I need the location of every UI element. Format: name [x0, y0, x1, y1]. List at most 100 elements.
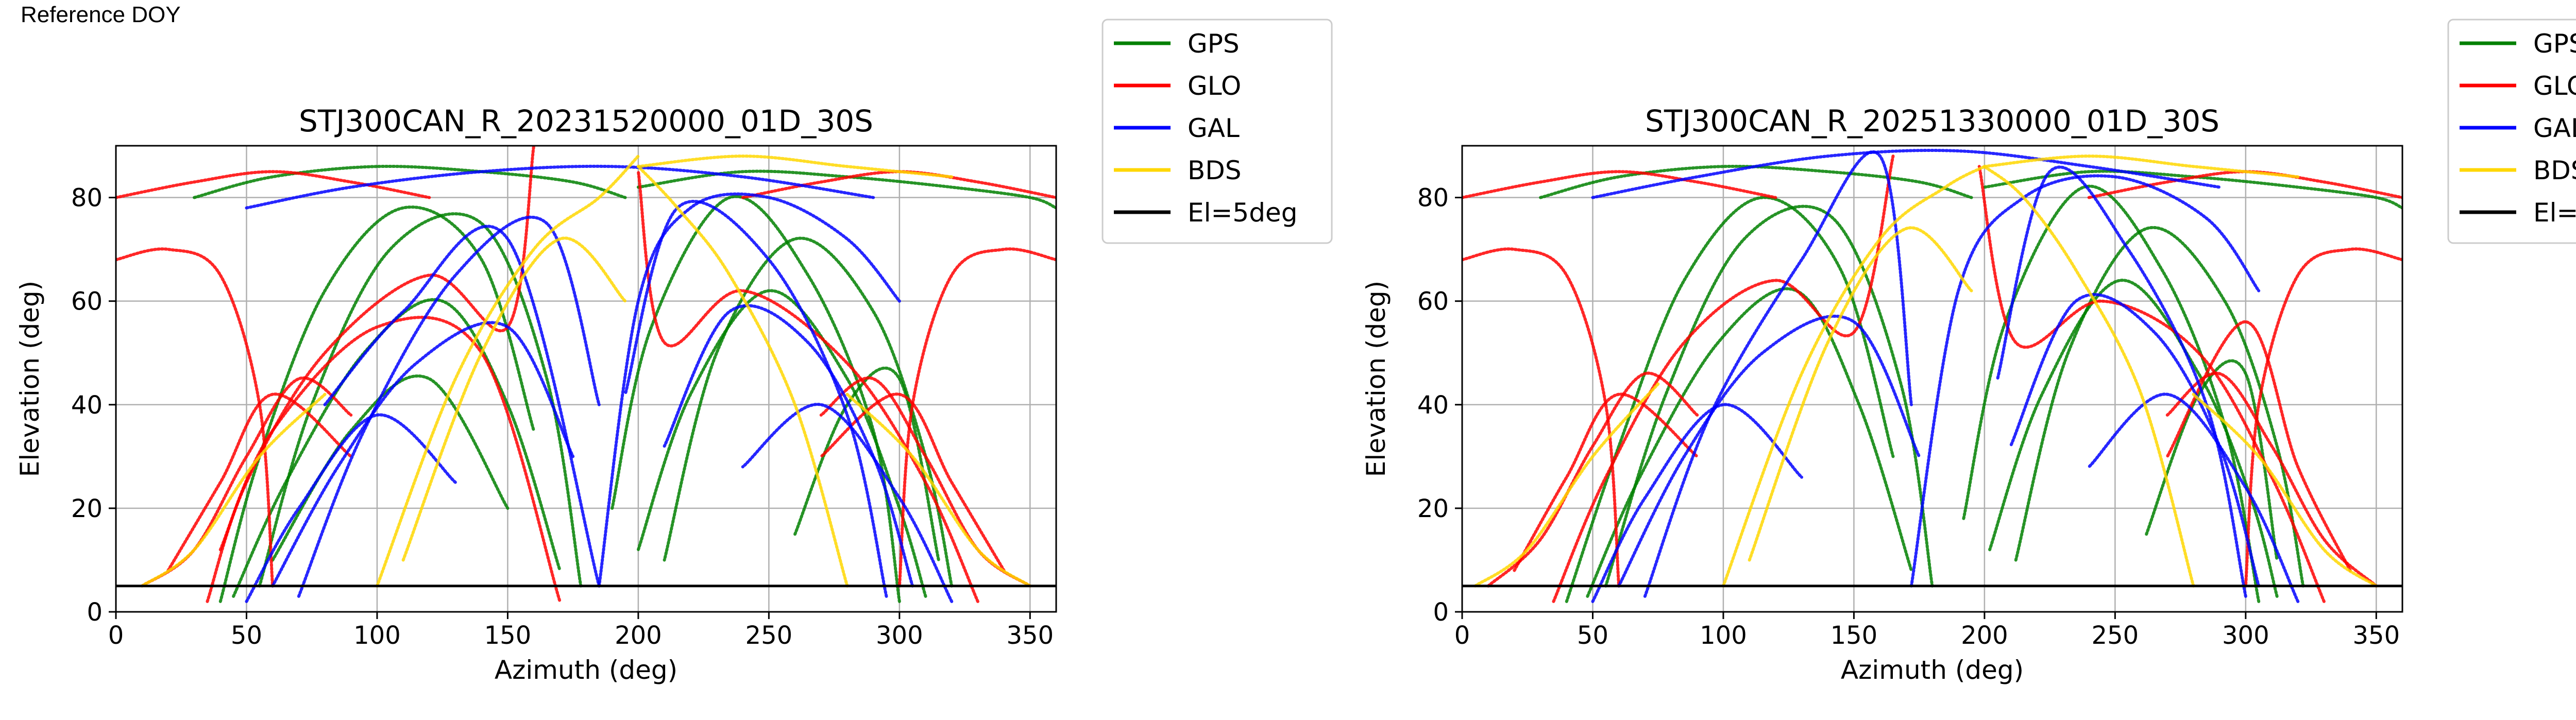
x-tick-label: 200 [615, 621, 662, 650]
satellite-track [232, 298, 562, 598]
legend-label: GAL [1188, 113, 1240, 143]
satellite-track [2087, 392, 2300, 603]
legend-box [1101, 19, 1333, 244]
satellite-track [1591, 403, 1804, 603]
satellite-track [218, 205, 536, 603]
chart-panel-1: 0 50 100 150 200 250 300 350 0 20 40 60 80 STJ300CAN_… [15, 19, 1333, 685]
legend-box [2447, 19, 2576, 244]
satellite-track [1996, 165, 2247, 598]
satellite-track [245, 164, 875, 210]
satellite-track [1486, 371, 1699, 588]
satellite-track [1643, 150, 1913, 598]
x-tick-label: 150 [484, 621, 532, 650]
satellite-track [1962, 184, 2261, 603]
satellite-track [140, 392, 327, 588]
satellite-track [636, 155, 954, 179]
x-tick-label: 350 [1006, 621, 1054, 650]
chart-title: STJ300CAN_R_20231520000_01D_30S [299, 104, 873, 139]
x-tick-label: 200 [1961, 621, 2008, 650]
satellite-track [297, 215, 601, 598]
satellite-track [1462, 247, 1621, 588]
y-axis-label: Elevation (deg) [1361, 281, 1391, 477]
x-tick-label: 100 [1700, 621, 1747, 650]
satellite-track [1982, 169, 2402, 210]
satellite-track [1552, 155, 1895, 603]
satellite-track [663, 236, 954, 588]
series-bds [140, 155, 1032, 588]
x-tick-label: 100 [353, 621, 401, 650]
legend: GPS GLO GAL BDS El=5deg [1101, 19, 1333, 244]
satellite-track [1748, 226, 1973, 562]
x-tick-label: 250 [2092, 621, 2139, 650]
y-tick-label: 20 [1417, 494, 1449, 523]
plot-area [1462, 146, 2402, 612]
y-tick-label: 40 [71, 391, 103, 420]
series-gal [1591, 149, 2300, 603]
satellite-track [897, 247, 1056, 588]
x-tick-label: 50 [231, 621, 262, 650]
satellite-track [1617, 315, 1921, 588]
y-tick-label: 0 [87, 598, 103, 627]
y-tick-label: 40 [1417, 391, 1449, 420]
satellite-track [611, 195, 901, 603]
satellite-track [636, 170, 979, 603]
x-tick-label: 50 [1577, 621, 1608, 650]
reference-doy-label: Reference DOY [21, 2, 181, 27]
satellite-track [323, 225, 601, 588]
satellite-track [1591, 149, 2222, 199]
satellite-track [845, 392, 1032, 588]
satellite-track [623, 200, 888, 598]
satellite-track [597, 192, 901, 588]
satellite-track [401, 236, 627, 562]
satellite-track [116, 170, 431, 199]
satellite-track [2145, 359, 2279, 562]
axes-frame [1461, 145, 2403, 613]
satellite-track [1721, 165, 1986, 588]
satellite-track [663, 304, 914, 588]
satellite-track [258, 212, 583, 588]
y-tick-label: 60 [71, 287, 103, 316]
satellite-track [193, 164, 627, 199]
y-tick-label: 0 [1433, 598, 1449, 627]
x-tick-label: 250 [745, 621, 793, 650]
x-axis-label: Azimuth (deg) [1841, 655, 2024, 685]
data-layer [116, 146, 1056, 603]
y-tick-label: 60 [1417, 287, 1449, 316]
legend-label: GPS [2533, 29, 2576, 59]
chart-title: STJ300CAN_R_20251330000_01D_30S [1645, 104, 2219, 139]
legend-label: GAL [2533, 113, 2576, 143]
series-bds [1473, 155, 2378, 588]
x-axis-label: Azimuth (deg) [495, 655, 677, 685]
x-tick-label: 300 [2222, 621, 2269, 650]
series-gps [1539, 164, 2402, 603]
data-layer [1462, 149, 2402, 603]
satellite-track [2009, 293, 2261, 588]
y-tick-label: 80 [1417, 184, 1449, 213]
series-gal [245, 164, 954, 603]
satellite-track [1604, 204, 1934, 588]
y-axis-label: Elevation (deg) [15, 281, 45, 477]
satellite-track [1462, 170, 1777, 199]
satellite-track [1513, 392, 1699, 572]
satellite-track [1977, 165, 2326, 603]
satellite-track [1586, 287, 1913, 598]
series-glo [116, 146, 1056, 603]
legend-label: GLO [1188, 71, 1241, 101]
satellite-track [271, 321, 575, 588]
x-tick-label: 350 [2352, 621, 2400, 650]
satellite-track [1473, 382, 1660, 588]
satellite-track [166, 392, 353, 572]
satellite-track [741, 403, 954, 603]
legend-label: GLO [2533, 71, 2576, 101]
satellite-track [1982, 165, 2195, 588]
axes-frame [115, 145, 1057, 613]
legend: GPS GLO GAL BDS El=5deg [2447, 19, 2576, 244]
x-tick-label: 150 [1831, 621, 1878, 650]
satellite-track [375, 155, 640, 588]
satellite-track [245, 413, 457, 603]
legend-label: BDS [1188, 156, 1242, 185]
legend-label: El=5deg [1188, 198, 1297, 228]
y-tick-label: 20 [71, 494, 103, 523]
satellite-track [2192, 392, 2378, 588]
